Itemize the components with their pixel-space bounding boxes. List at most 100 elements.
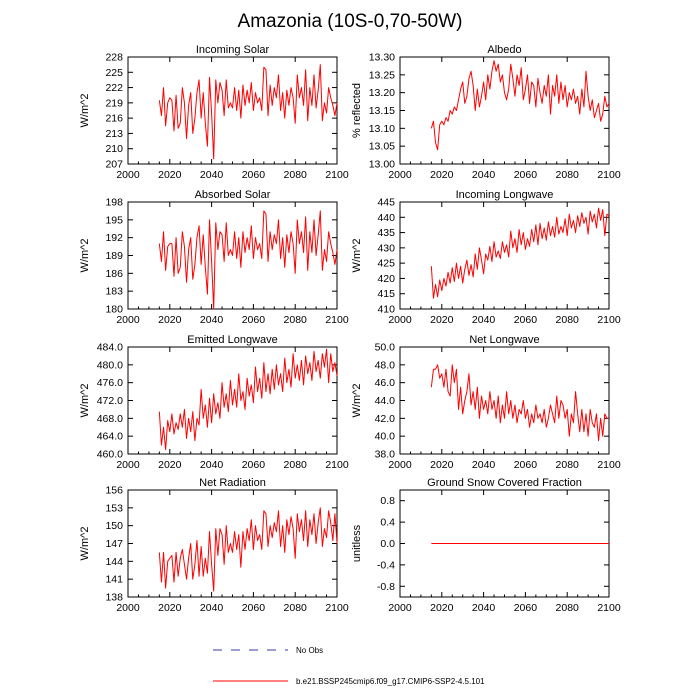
panel-8-y-axis-label: unitless — [351, 524, 363, 562]
panel-5: Emitted Longwave 2000 2020 2040 2060 2080 2100… — [79, 334, 349, 471]
panel-4-title: Incoming Longwave — [456, 189, 554, 201]
panel-6-y-tick-label: 44.0 — [375, 395, 396, 407]
panel-4-x-tick-label: 2060 — [514, 314, 538, 326]
panel-3-x-tick-label: 2000 — [116, 314, 140, 326]
panel-7-x-tick-label: 2040 — [200, 602, 224, 614]
panel-2-y-tick-label: 13.20 — [369, 87, 395, 99]
panel-6-y-tick-label: 50.0 — [375, 342, 396, 354]
panel-1-y-tick-label: 219 — [105, 97, 123, 109]
panel-4-x-tick-label: 2000 — [388, 314, 412, 326]
panel-8-x-tick-label: 2080 — [556, 602, 580, 614]
legend-label-no-obs: No Obs — [296, 646, 323, 655]
panel-4-y-tick-label: 415 — [377, 288, 395, 300]
panel-5-x-tick-label: 2040 — [200, 459, 224, 471]
panel-2-y-tick-label: 13.15 — [369, 105, 395, 117]
panel-8-y-tick-label: 0.0 — [380, 538, 395, 550]
panel-6: Net Longwave 2000 2020 2040 2060 2080 2100 38.0… — [351, 334, 621, 471]
panel-5-x-tick-label: 2080 — [284, 459, 308, 471]
panel-3-x-tick-label: 2080 — [284, 314, 308, 326]
panel-8-x-tick-label: 2040 — [472, 602, 496, 614]
panel-7-x-tick-label: 2060 — [242, 602, 266, 614]
panel-3-y-tick-label: 189 — [105, 250, 123, 262]
panel-5-y-tick-label: 480.0 — [97, 359, 123, 371]
panel-4-y-tick-label: 445 — [377, 197, 395, 209]
panel-2-y-tick-label: 13.00 — [369, 159, 395, 171]
panel-2: Albedo 2000 2020 2040 2060 2080 2100 13.00 13.05… — [351, 44, 621, 181]
panel-7-y-axis-label: W/m^2 — [79, 527, 91, 561]
panel-5-x-tick-label: 2020 — [158, 459, 182, 471]
panel-5-y-axis-label: W/m^2 — [79, 384, 91, 418]
panel-6-x-tick-label: 2000 — [388, 459, 412, 471]
panel-7-x-tick-label: 2100 — [325, 602, 349, 614]
panel-6-series-line — [430, 364, 609, 442]
panel-6-y-tick-label: 42.0 — [375, 413, 396, 425]
panel-7-y-tick-label: 138 — [105, 592, 123, 604]
panel-2-x-tick-label: 2000 — [388, 169, 412, 181]
panel-3-y-tick-label: 192 — [105, 232, 123, 244]
panel-5-y-tick-label: 472.0 — [97, 395, 123, 407]
panel-5-series-line — [158, 348, 338, 451]
panel-2-x-tick-label: 2060 — [514, 169, 538, 181]
panel-1: Incoming Solar 2000 2020 2040 2060 2080 2100 20… — [79, 44, 349, 181]
panel-4-x-tick-label: 2040 — [472, 314, 496, 326]
panel-4-y-tick-label: 420 — [377, 273, 395, 285]
panel-1-y-tick-label: 210 — [105, 143, 123, 155]
panel-2-y-tick-label: 13.30 — [369, 52, 395, 64]
panel-8-title: Ground Snow Covered Fraction — [427, 477, 582, 489]
panel-4-y-tick-label: 430 — [377, 242, 395, 254]
panel-2-x-tick-label: 2020 — [430, 169, 454, 181]
panel-5-x-tick-label: 2060 — [242, 459, 266, 471]
panel-7-series-line — [158, 507, 338, 592]
panel-1-x-tick-label: 2060 — [242, 169, 266, 181]
panel-6-x-tick-label: 2060 — [514, 459, 538, 471]
panel-1-y-tick-label: 213 — [105, 128, 123, 140]
panel-6-title: Net Longwave — [469, 334, 539, 346]
panel-4-y-tick-label: 425 — [377, 258, 395, 270]
panel-4: Incoming Longwave 2000 2020 2040 2060 2080 210… — [351, 189, 621, 326]
panel-6-y-axis-label: W/m^2 — [351, 384, 363, 418]
panel-5-y-tick-label: 464.0 — [97, 431, 123, 443]
panel-4-y-axis-label: W/m^2 — [351, 239, 363, 273]
panel-5-title: Emitted Longwave — [187, 334, 278, 346]
panel-3-x-tick-label: 2100 — [325, 314, 349, 326]
panel-8-x-tick-label: 2060 — [514, 602, 538, 614]
panel-5-y-tick-label: 468.0 — [97, 413, 123, 425]
panel-2-y-tick-label: 13.05 — [369, 141, 395, 153]
panel-6-y-tick-label: 40.0 — [375, 431, 396, 443]
panel-1-y-axis-label: W/m^2 — [79, 94, 91, 128]
panel-1-x-tick-label: 2020 — [158, 169, 182, 181]
panel-8-y-tick-label: 0.4 — [380, 517, 395, 529]
panel-8: Ground Snow Covered Fraction 2000 2020 2040… — [351, 477, 621, 614]
panel-8-x-tick-label: 2100 — [597, 602, 621, 614]
panel-1-x-tick-label: 2100 — [325, 169, 349, 181]
panel-7-frame — [127, 489, 338, 598]
legend: No Obs b.e21.BSSP245cmip6.f09_g17.CMIP6-… — [213, 646, 485, 686]
panel-8-x-tick-label: 2000 — [388, 602, 412, 614]
panel-6-y-tick-label: 48.0 — [375, 359, 396, 371]
panel-3-y-axis-label: W/m^2 — [79, 239, 91, 273]
panel-2-title: Albedo — [487, 44, 521, 56]
panel-5-y-tick-label: 484.0 — [97, 342, 123, 354]
panel-1-y-tick-label: 228 — [105, 52, 123, 64]
panel-1-x-tick-label: 2000 — [116, 169, 140, 181]
panel-4-x-tick-label: 2080 — [556, 314, 580, 326]
panel-7-x-tick-label: 2020 — [158, 602, 182, 614]
panel-1-y-tick-label: 207 — [105, 159, 123, 171]
panel-3-y-tick-label: 186 — [105, 268, 123, 280]
panel-7-x-tick-label: 2080 — [284, 602, 308, 614]
panel-5-x-tick-label: 2100 — [325, 459, 349, 471]
panel-3-y-tick-label: 198 — [105, 197, 123, 209]
panel-3-x-tick-label: 2020 — [158, 314, 182, 326]
panel-6-x-tick-label: 2100 — [597, 459, 621, 471]
panel-7-y-tick-label: 147 — [105, 538, 123, 550]
panel-7-y-tick-label: 141 — [105, 574, 123, 586]
panel-3-x-tick-label: 2040 — [200, 314, 224, 326]
panel-2-y-axis-label: % reflected — [351, 83, 363, 138]
panel-1-series-line — [158, 64, 338, 160]
panel-2-x-tick-label: 2100 — [597, 169, 621, 181]
panel-3-y-tick-label: 183 — [105, 286, 123, 298]
panel-7-title: Net Radiation — [199, 477, 266, 489]
legend-label-model: b.e21.BSSP245cmip6.f09_g17.CMIP6-SSP2-4.… — [296, 677, 485, 686]
panel-3: Absorbed Solar 2000 2020 2040 2060 2080 2100 18… — [79, 189, 349, 326]
